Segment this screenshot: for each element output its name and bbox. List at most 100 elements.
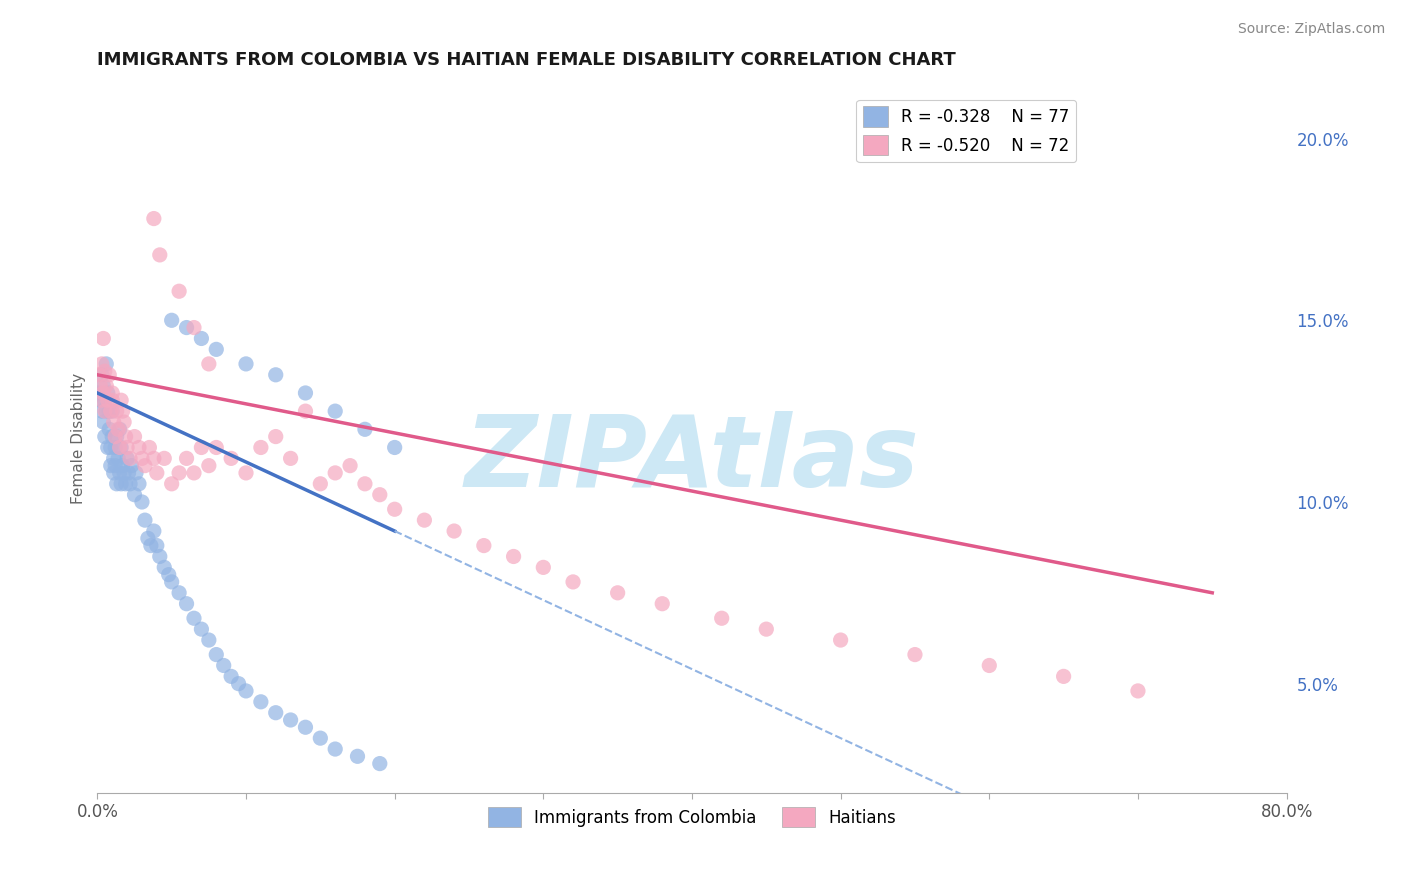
Point [228, 676, 250, 690]
Point [146, 539, 169, 553]
Point [157, 567, 180, 582]
Point [219, 669, 242, 683]
Point [98, 368, 121, 382]
Point [94, 429, 117, 443]
Point [294, 404, 316, 418]
Point [205, 343, 228, 357]
Point [125, 466, 148, 480]
Point [280, 451, 302, 466]
Point [97, 441, 120, 455]
Point [531, 560, 554, 574]
Point [98, 404, 121, 418]
Point [205, 648, 228, 662]
Point [104, 458, 127, 473]
Point [651, 597, 673, 611]
Point [101, 404, 124, 418]
Point [112, 415, 135, 429]
Point [139, 539, 162, 553]
Point [1052, 669, 1074, 683]
Point [114, 476, 136, 491]
Point [110, 441, 132, 455]
Point [176, 597, 198, 611]
Point [502, 549, 524, 564]
Point [219, 451, 242, 466]
Point [103, 451, 125, 466]
Point [89, 393, 111, 408]
Point [110, 393, 132, 408]
Point [121, 458, 143, 473]
Point [153, 451, 176, 466]
Point [108, 441, 131, 455]
Point [97, 386, 120, 401]
Point [167, 466, 190, 480]
Point [755, 622, 778, 636]
Point [205, 441, 228, 455]
Point [128, 476, 150, 491]
Point [112, 466, 135, 480]
Point [108, 466, 131, 480]
Point [134, 513, 156, 527]
Point [100, 458, 122, 473]
Point [91, 378, 114, 392]
Point [176, 320, 198, 334]
Point [105, 476, 128, 491]
Point [384, 502, 406, 516]
Point [124, 429, 146, 443]
Point [235, 684, 257, 698]
Point [264, 429, 287, 443]
Point [904, 648, 927, 662]
Point [309, 476, 332, 491]
Point [91, 386, 114, 401]
Point [979, 658, 1001, 673]
Point [111, 458, 134, 473]
Point [91, 331, 114, 345]
Point [94, 364, 117, 378]
Point [101, 393, 124, 408]
Point [114, 429, 136, 443]
Point [606, 586, 628, 600]
Point [142, 451, 165, 466]
Point [103, 415, 125, 429]
Point [384, 441, 406, 455]
Point [105, 429, 128, 443]
Point [110, 476, 132, 491]
Point [562, 574, 585, 589]
Point [149, 549, 172, 564]
Point [153, 560, 176, 574]
Point [136, 531, 159, 545]
Point [443, 524, 465, 538]
Point [90, 357, 112, 371]
Point [212, 658, 235, 673]
Point [354, 476, 377, 491]
Point [250, 441, 273, 455]
Point [183, 611, 205, 625]
Point [710, 611, 733, 625]
Text: IMMIGRANTS FROM COLOMBIA VS HAITIAN FEMALE DISABILITY CORRELATION CHART: IMMIGRANTS FROM COLOMBIA VS HAITIAN FEMA… [97, 51, 956, 69]
Point [117, 466, 139, 480]
Point [250, 695, 273, 709]
Point [472, 539, 495, 553]
Point [128, 441, 150, 455]
Y-axis label: Female Disability: Female Disability [72, 373, 86, 504]
Point [107, 451, 129, 466]
Point [346, 749, 368, 764]
Point [115, 451, 138, 466]
Point [94, 393, 117, 408]
Point [111, 404, 134, 418]
Point [309, 731, 332, 746]
Point [97, 393, 120, 408]
Point [146, 466, 169, 480]
Point [198, 633, 221, 648]
Text: Source: ZipAtlas.com: Source: ZipAtlas.com [1237, 22, 1385, 37]
Point [100, 404, 122, 418]
Point [190, 622, 212, 636]
Point [142, 524, 165, 538]
Legend: Immigrants from Colombia, Haitians: Immigrants from Colombia, Haitians [481, 800, 903, 834]
Point [323, 404, 346, 418]
Point [96, 404, 118, 418]
Point [190, 441, 212, 455]
Point [368, 756, 391, 771]
Point [1126, 684, 1149, 698]
Point [280, 713, 302, 727]
Point [134, 458, 156, 473]
